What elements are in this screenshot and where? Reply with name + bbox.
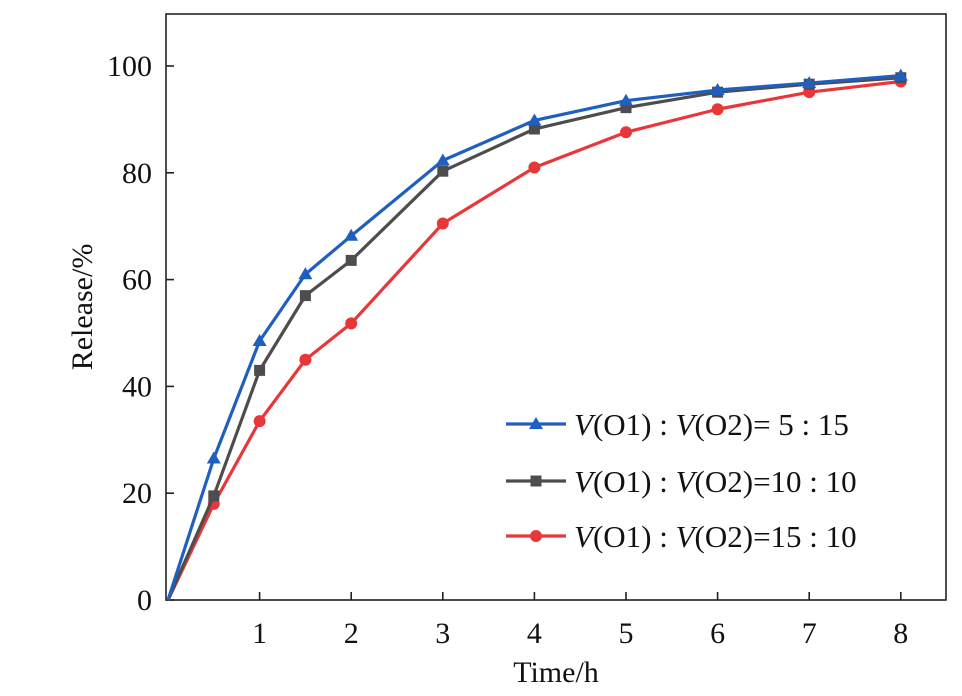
legend-label-part: (O1) : [593, 464, 676, 499]
data-point [436, 217, 449, 230]
data-point [298, 267, 313, 280]
legend-label-part: V [676, 519, 698, 554]
series-triangle [166, 68, 908, 601]
data-point [893, 68, 908, 81]
data-point [254, 364, 266, 376]
data-point [711, 103, 724, 116]
y-tick-label: 20 [122, 477, 152, 510]
x-tick-label: 5 [619, 617, 634, 650]
legend-label-part: (O2)= 5 : 15 [695, 407, 849, 442]
data-point [206, 451, 221, 464]
plot-area-frame [165, 13, 947, 601]
data-point [435, 153, 450, 166]
legend-label-part: V [574, 519, 596, 554]
y-axis: 0 20 40 60 80 100 [107, 50, 174, 617]
x-axis: 1 2 3 4 5 6 7 8 [252, 592, 908, 650]
x-tick-label: 2 [344, 617, 359, 650]
legend: V(O1) : V(O2)= 5 : 15V(O1) : V(O2)=10 : … [506, 407, 857, 554]
x-tick-label: 1 [252, 617, 267, 650]
y-tick-label: 100 [107, 50, 152, 83]
y-tick-label: 60 [122, 264, 152, 297]
x-tick-label: 7 [802, 617, 817, 650]
data-point [299, 353, 312, 366]
data-point [208, 490, 220, 502]
legend-entry: V(O1) : V(O2)=10 : 10 [506, 464, 857, 499]
data-point [253, 415, 266, 428]
data-point [299, 290, 311, 302]
data-point [527, 113, 542, 126]
legend-marker [529, 417, 543, 429]
legend-label-part: V [676, 407, 698, 442]
x-tick-label: 6 [710, 617, 725, 650]
legend-marker [530, 530, 542, 542]
data-point [344, 228, 359, 241]
y-tick-label: 80 [122, 157, 152, 190]
legend-label-part: (O2)=15 : 10 [695, 519, 857, 554]
legend-label: V(O1) : V(O2)= 5 : 15 [574, 407, 849, 442]
data-point [528, 161, 541, 174]
x-axis-title: Time/h [513, 656, 599, 689]
series-layer [166, 68, 908, 601]
data-point [620, 102, 632, 114]
y-tick-label: 0 [137, 584, 152, 617]
data-point [710, 83, 725, 96]
x-tick-label: 3 [435, 617, 450, 650]
data-point [620, 126, 632, 139]
data-point [345, 317, 358, 330]
legend-label-part: (O1) : [593, 519, 676, 554]
data-point [619, 93, 633, 106]
data-point [437, 165, 449, 177]
y-axis-title: Release/% [66, 244, 99, 371]
legend-entry: V(O1) : V(O2)= 5 : 15 [506, 407, 849, 442]
legend-label-part: V [676, 464, 698, 499]
data-point [252, 334, 267, 347]
legend-marker [530, 475, 542, 487]
legend-label-part: (O2)=10 : 10 [695, 464, 857, 499]
legend-label-part: V [574, 464, 596, 499]
x-tick-label: 8 [893, 617, 908, 650]
legend-label: V(O1) : V(O2)=10 : 10 [574, 464, 857, 499]
x-tick-label: 4 [527, 617, 542, 650]
data-point [345, 254, 357, 266]
legend-label: V(O1) : V(O2)=15 : 10 [574, 519, 857, 554]
y-tick-label: 40 [122, 370, 152, 403]
legend-label-part: V [574, 407, 596, 442]
data-point [802, 76, 817, 89]
legend-entry: V(O1) : V(O2)=15 : 10 [506, 519, 857, 554]
data-point [528, 123, 540, 135]
legend-label-part: (O1) : [593, 407, 676, 442]
